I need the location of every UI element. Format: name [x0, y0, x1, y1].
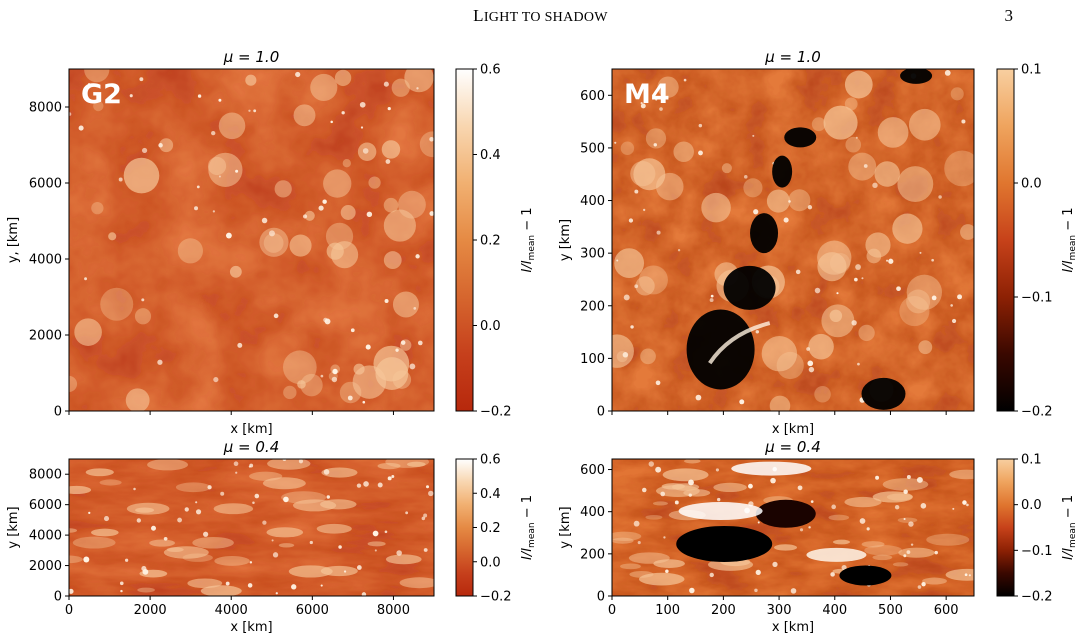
y-tick-label: 500	[580, 141, 605, 156]
y-tick-label: 4000	[29, 253, 62, 268]
y-tick-label: 2000	[29, 329, 62, 344]
intensity-map	[612, 69, 974, 411]
y-tick-label: 200	[580, 547, 605, 562]
colorbar-label: I/Imean − 1	[1061, 495, 1078, 560]
colorbar-tick-label: 0.2	[480, 234, 501, 249]
panel-g2-bottom: μ = 0.4 0 2000 4000 6000 8000 0 2000 4000 6000 800…	[6, 438, 512, 635]
colorbar-tick-label: −0.1	[1021, 291, 1053, 306]
panel-title: μ = 0.4	[764, 438, 821, 456]
colorbar-tick-label: 0.0	[1021, 498, 1042, 513]
y-tick-label: 400	[580, 194, 605, 209]
colorbar-label: I/Imean − 1	[520, 495, 537, 560]
y-tick-label: 4000	[29, 529, 62, 544]
intensity-map	[69, 69, 434, 411]
y-tick-label: 0	[54, 405, 62, 420]
y-tick-label: 400	[580, 505, 605, 520]
axes-frame	[68, 458, 435, 597]
y-tick-label: 200	[580, 299, 605, 314]
x-axis-label: x [km]	[230, 422, 272, 437]
y-tick-label: 0	[54, 590, 62, 605]
colorbar-tick-label: −0.2	[480, 590, 512, 605]
x-tick-label: 6000	[296, 603, 329, 618]
panel-g2-top: G2 μ = 1.0 0 2000 4000 6000 8000 x [km] y, [km] 0…	[6, 48, 512, 437]
axes-frame	[68, 68, 435, 412]
y-tick-label: 600	[580, 463, 605, 478]
panel-m4-top: M4 μ = 1.0 0 100 200 300 400 500 600 x [km] y [km]…	[558, 48, 1053, 437]
running-title-rest: IGHT TO SHADOW	[483, 10, 608, 25]
colorbar-tick-label: 0.1	[1021, 453, 1042, 468]
colorbar	[455, 458, 474, 597]
x-tick-label: 4000	[215, 603, 248, 618]
intensity-map	[69, 459, 434, 596]
x-axis-label: x [km]	[772, 620, 814, 635]
colorbar-tick-label: −0.2	[1021, 405, 1053, 420]
colorbar-tick-label: 0.0	[480, 319, 501, 334]
x-tick-label: 8000	[377, 603, 410, 618]
y-tick-label: 300	[580, 247, 605, 262]
y-axis-label: y, [km]	[6, 217, 21, 263]
x-axis-label: x [km]	[772, 422, 814, 437]
colorbar-tick-label: 0.4	[480, 148, 501, 163]
y-tick-label: 0	[597, 590, 605, 605]
x-tick-label: 600	[934, 603, 959, 618]
colorbar-tick-label: 0.0	[1021, 177, 1042, 192]
panel-title: μ = 1.0	[764, 48, 821, 66]
running-title-cap: L	[473, 6, 484, 25]
axes-frame	[611, 68, 975, 412]
colorbar-tick-label: −0.2	[480, 405, 512, 420]
y-tick-label: 6000	[29, 498, 62, 513]
colorbar-tick-label: −0.2	[1021, 590, 1053, 605]
colorbar	[455, 68, 474, 412]
panel-label: M4	[624, 79, 670, 110]
colorbar-label: I/Imean − 1	[1061, 207, 1078, 272]
page-number: 3	[1004, 6, 1014, 25]
x-tick-label: 300	[767, 603, 792, 618]
colorbar-tick-label: 0.2	[480, 521, 501, 536]
panel-title: μ = 0.4	[223, 438, 280, 456]
x-tick-label: 100	[655, 603, 680, 618]
y-axis-label: y [km]	[6, 506, 21, 548]
y-tick-label: 600	[580, 89, 605, 104]
colorbar-tick-label: 0.4	[480, 487, 501, 502]
x-tick-label: 0	[608, 603, 616, 618]
y-axis-label: y [km]	[558, 219, 573, 261]
y-axis-label: y [km]	[558, 506, 573, 548]
colorbar-tick-label: 0.0	[480, 555, 501, 570]
colorbar-tick-label: −0.1	[1021, 544, 1053, 559]
panel-title: μ = 1.0	[223, 48, 280, 66]
x-tick-label: 400	[822, 603, 847, 618]
colorbar-tick-label: 0.6	[480, 63, 501, 78]
x-tick-label: 200	[711, 603, 736, 618]
intensity-map	[612, 459, 974, 596]
x-tick-label: 0	[65, 603, 73, 618]
panel-label: G2	[81, 79, 122, 110]
y-tick-label: 0	[597, 405, 605, 420]
axes-frame	[611, 458, 975, 597]
colorbar-tick-label: 0.6	[480, 453, 501, 468]
colorbar	[996, 68, 1015, 412]
y-tick-label: 8000	[29, 101, 62, 116]
panel-m4-bottom: μ = 0.4 0 200 400 600 0 100 200 300 400 500 600 x [k…	[558, 438, 1053, 635]
x-tick-label: 2000	[134, 603, 167, 618]
x-tick-label: 500	[878, 603, 903, 618]
y-tick-label: 8000	[29, 468, 62, 483]
y-tick-label: 6000	[29, 177, 62, 192]
running-title: LIGHT TO SHADOW	[0, 6, 1081, 26]
colorbar-tick-label: 0.1	[1021, 63, 1042, 78]
x-axis-label: x [km]	[230, 620, 272, 635]
page-header: LIGHT TO SHADOW 3	[0, 4, 1081, 28]
colorbar	[996, 458, 1015, 597]
colorbar-label: I/Imean − 1	[520, 207, 537, 272]
y-tick-label: 2000	[29, 559, 62, 574]
y-tick-label: 100	[580, 352, 605, 367]
